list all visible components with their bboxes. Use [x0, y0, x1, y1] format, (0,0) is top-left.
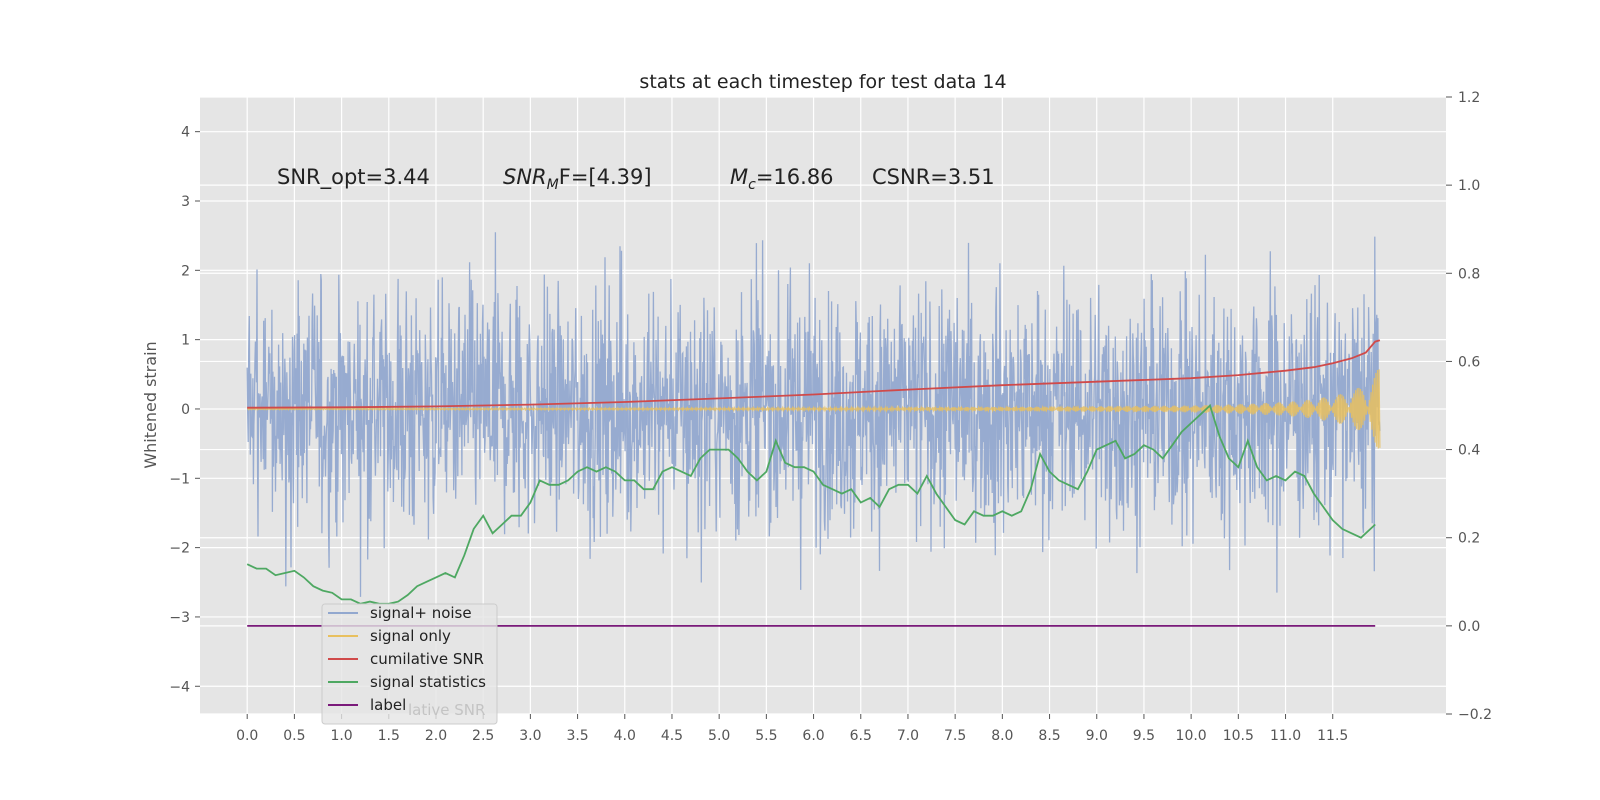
chart-title: stats at each timestep for test data 14	[639, 71, 1006, 93]
y-tick-label: −1	[169, 471, 190, 487]
legend-items: signal+ noise signal only cumilative SNR si…	[328, 604, 486, 714]
series-signal-statistics-line	[246, 403, 1376, 605]
y-axis-ticks: 4 3 2 1 0 −1 −2 −3 −4	[169, 125, 200, 695]
y-tick-label: 2	[181, 263, 190, 279]
x-tick-label: 0.5	[283, 728, 305, 744]
series-cumilative-snr-line	[247, 339, 1381, 409]
annotation-snr-mf: SNRMF=[4.39]	[503, 165, 652, 193]
legend: lative SNR signal+ noise signal only cumil…	[321, 603, 498, 725]
x-axis-ticks: 0.0 0.5 1.0 1.5 2.0 2.5 3.0 3.5 4.0 4.5 5.0 5.5 6.0 6…	[236, 714, 1348, 744]
signal-only-series	[246, 369, 1381, 449]
x-tick-label: 2.0	[425, 728, 447, 744]
x-tick-label: 2.5	[472, 728, 494, 744]
legend-label: signal only	[370, 627, 451, 645]
x-tick-label: 7.5	[944, 728, 966, 744]
x-tick-label: 3.0	[519, 728, 541, 744]
x-tick-label: 11.5	[1317, 728, 1348, 744]
x-tick-label: 8.0	[991, 728, 1013, 744]
y-tick-label: −4	[169, 679, 190, 695]
annotation-mc-main: M	[730, 165, 748, 189]
series-signal-only-line	[246, 369, 1381, 449]
x-tick-label: 10.5	[1223, 728, 1254, 744]
y-tick-label: 3	[181, 194, 190, 210]
y-axis-label: Whitened strain	[141, 341, 160, 468]
annotation-snr-mf-rest: F=[4.39]	[559, 165, 652, 189]
legend-label: cumilative SNR	[370, 650, 484, 668]
y-tick-label: −3	[169, 610, 190, 626]
x-tick-label: 6.5	[850, 728, 872, 744]
y2-tick-label: 1.0	[1458, 178, 1480, 194]
x-tick-label: 6.0	[802, 728, 824, 744]
x-tick-label: 5.5	[755, 728, 777, 744]
x-tick-label: 9.5	[1133, 728, 1155, 744]
legend-box	[321, 603, 498, 725]
y2-axis-ticks: 1.2 1.0 0.8 0.6 0.4 0.2 0.0 −0.2	[1446, 90, 1492, 723]
annotation-snr-mf-sub: M	[547, 177, 559, 193]
annotation-csnr: CSNR=3.51	[872, 165, 995, 189]
x-tick-label: 4.5	[661, 728, 683, 744]
x-tick-label: 1.0	[330, 728, 352, 744]
y2-tick-label: 0.4	[1458, 443, 1480, 459]
y-tick-label: 0	[181, 402, 190, 418]
x-tick-label: 9.0	[1086, 728, 1108, 744]
annotation-snr-mf-main: SNR	[503, 165, 547, 189]
x-tick-label: 0.0	[236, 728, 258, 744]
annotation-snr-opt: SNR_opt=3.44	[277, 165, 430, 190]
annotation-mc-rest: =16.86	[756, 165, 834, 189]
x-tick-label: 1.5	[378, 728, 400, 744]
y2-tick-label: −0.2	[1458, 707, 1492, 723]
y2-tick-label: 0.2	[1458, 531, 1480, 547]
y-tick-label: −2	[169, 541, 190, 557]
y-tick-label: 4	[181, 125, 190, 141]
x-tick-label: 4.0	[614, 728, 636, 744]
x-tick-label: 11.0	[1270, 728, 1301, 744]
x-tick-label: 10.0	[1176, 728, 1207, 744]
y-tick-label: 1	[181, 333, 190, 349]
y2-tick-label: 0.0	[1458, 619, 1480, 635]
legend-label: label	[370, 696, 406, 714]
y2-tick-label: 0.8	[1458, 266, 1480, 282]
x-tick-label: 8.5	[1038, 728, 1060, 744]
legend-ghost-text: lative SNR	[408, 701, 485, 719]
x-tick-label: 3.5	[566, 728, 588, 744]
legend-label: signal statistics	[370, 673, 486, 691]
legend-label: signal+ noise	[370, 604, 472, 622]
y2-tick-label: 1.2	[1458, 90, 1480, 106]
x-tick-label: 5.0	[708, 728, 730, 744]
y2-tick-label: 0.6	[1458, 354, 1480, 370]
x-tick-label: 7.0	[897, 728, 919, 744]
annotation-mc-sub: c	[748, 177, 756, 193]
annotation-mc: Mc=16.86	[730, 165, 834, 193]
